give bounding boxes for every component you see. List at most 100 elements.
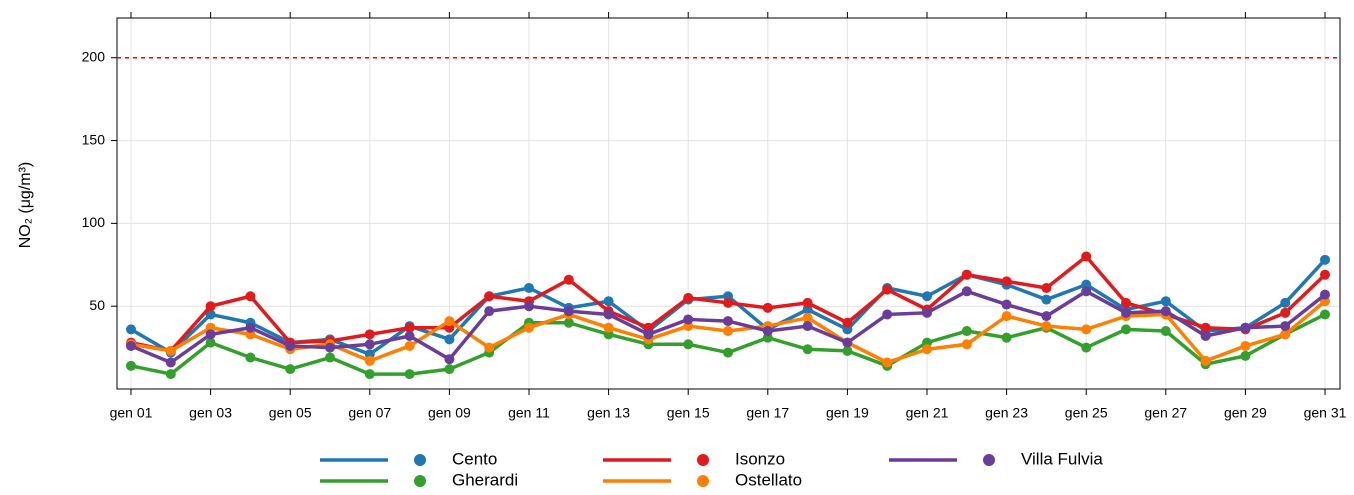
point (364, 339, 375, 350)
point (444, 354, 455, 365)
point (842, 317, 853, 328)
point (404, 340, 415, 351)
x-tick-label: gen 21 (906, 405, 949, 421)
point (683, 292, 694, 303)
y-tick-label: 200 (82, 48, 106, 64)
point (1160, 296, 1171, 307)
point (325, 352, 335, 363)
point (524, 301, 534, 312)
x-tick-label: gen 03 (189, 405, 232, 421)
point (1320, 269, 1330, 280)
point (126, 360, 136, 371)
point (1240, 350, 1251, 361)
x-tick-label: gen 15 (667, 405, 710, 421)
point (563, 306, 574, 317)
point (723, 316, 733, 327)
point (961, 286, 972, 297)
point (882, 357, 893, 368)
point (1001, 276, 1012, 287)
y-tick-label: 100 (82, 214, 106, 230)
point (404, 322, 415, 333)
point (444, 334, 455, 345)
point (563, 317, 574, 328)
legend-swatch-point (414, 475, 426, 487)
point (643, 329, 654, 340)
point (922, 291, 932, 302)
point (1240, 322, 1251, 333)
point (1081, 324, 1092, 335)
point (285, 364, 296, 375)
x-tick-label: gen 29 (1224, 405, 1267, 421)
y-tick-label: 150 (82, 131, 106, 147)
point (1280, 307, 1291, 318)
point (762, 302, 773, 313)
point (1001, 332, 1012, 343)
x-tick-label: gen 19 (826, 405, 869, 421)
point (802, 312, 813, 323)
point (205, 337, 216, 348)
point (1320, 254, 1330, 265)
point (603, 296, 614, 307)
y-axis-title: NO₂ (μg/m³) (17, 162, 34, 249)
point (1200, 322, 1211, 333)
point (1001, 299, 1012, 310)
point (126, 340, 136, 351)
point (723, 326, 733, 337)
point (922, 344, 932, 355)
point (444, 316, 455, 327)
legend-swatch-point (697, 454, 709, 466)
point (364, 355, 375, 366)
point (1160, 306, 1171, 317)
point (882, 309, 893, 320)
legend-swatch-point (697, 475, 709, 487)
legend-swatch-point (414, 454, 426, 466)
point (1081, 286, 1092, 297)
point (1121, 307, 1131, 318)
x-tick-label: gen 13 (587, 405, 630, 421)
point (961, 269, 972, 280)
point (1041, 321, 1052, 332)
point (1320, 289, 1330, 300)
legend-label: Isonzo (735, 449, 785, 468)
point (1081, 342, 1092, 353)
legend-label: Gherardi (452, 470, 518, 489)
point (563, 274, 574, 285)
point (404, 331, 415, 341)
point (922, 307, 932, 318)
point (165, 357, 176, 368)
point (205, 301, 216, 312)
point (404, 369, 415, 380)
point (802, 297, 813, 308)
point (245, 322, 256, 333)
point (603, 309, 614, 320)
point (165, 369, 176, 380)
point (484, 291, 495, 302)
point (1001, 311, 1012, 322)
point (842, 337, 853, 348)
legend-swatch-point (983, 454, 995, 466)
point (1320, 309, 1330, 320)
point (444, 364, 455, 375)
point (1041, 294, 1052, 305)
point (961, 339, 972, 350)
x-tick-label: gen 17 (746, 405, 789, 421)
point (205, 329, 216, 340)
point (882, 284, 893, 295)
point (484, 342, 495, 353)
point (364, 329, 375, 340)
point (484, 306, 495, 317)
point (1280, 329, 1291, 340)
point (802, 344, 813, 355)
x-tick-label: gen 27 (1144, 405, 1187, 421)
point (1280, 297, 1291, 308)
x-tick-label: gen 09 (428, 405, 471, 421)
point (1121, 297, 1131, 308)
legend-label: Ostellato (735, 470, 802, 489)
point (364, 369, 375, 380)
legend-label: Cento (452, 449, 497, 468)
x-tick-label: gen 11 (508, 405, 550, 421)
point (1121, 324, 1131, 335)
x-tick-label: gen 23 (985, 405, 1028, 421)
x-tick-label: gen 07 (348, 405, 391, 421)
